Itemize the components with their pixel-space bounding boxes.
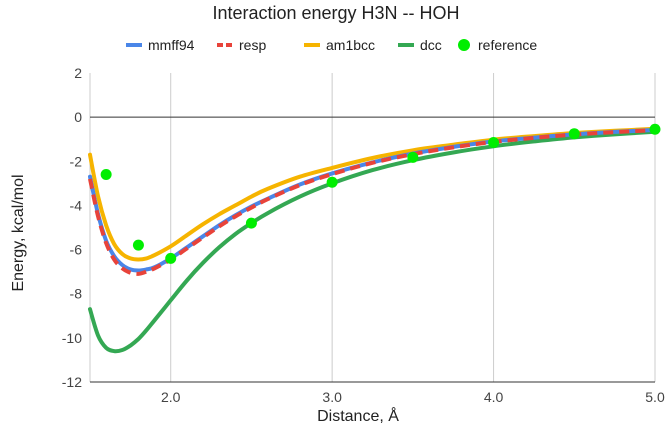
legend-label: resp [239,37,266,53]
x-axis-label: Distance, Å [317,406,399,425]
legend: mmff94 resp am1bcc dcc reference [126,37,537,53]
y-tick-label: -8 [70,286,83,302]
y-tick-label: -12 [62,374,82,390]
x-tick-label: 5.0 [645,389,665,405]
y-tick-label: -10 [62,330,82,346]
reference-point [326,176,338,188]
series-line-am1bcc [88,126,657,262]
reference-point [245,217,257,229]
legend-item-resp: resp [217,37,266,53]
grid [89,73,656,383]
legend-label: dcc [420,37,442,53]
reference-point [132,239,144,251]
x-tick-label: 2.0 [161,389,181,405]
reference-point [407,151,419,163]
x-tick-label: 4.0 [484,389,504,405]
legend-item-reference: reference [458,37,537,53]
y-tick-label: -4 [70,197,83,213]
reference-point [488,137,500,149]
y-tick-label: 0 [74,109,82,125]
reference-point [568,128,580,140]
y-tick-label: 2 [74,65,82,81]
reference-point [100,169,112,181]
legend-label: reference [478,37,537,53]
x-tick-label: 3.0 [322,389,342,405]
y-axis-label: Energy, kcal/mol [10,174,27,291]
reference-point [649,123,661,135]
reference-point [165,252,177,264]
legend-label: mmff94 [148,37,195,53]
legend-label: am1bcc [326,37,375,53]
legend-marker [458,39,470,51]
series-line-mmff94 [88,127,657,273]
y-tick-label: -2 [70,153,83,169]
y-tick-label: -6 [70,242,83,258]
ticks: 2.0 3.0 4.0 5.0 2 0 -2 -4 -6 -8 -10 -12 [62,65,665,405]
legend-item-dcc: dcc [398,37,442,53]
series-group [88,123,661,354]
legend-item-mmff94: mmff94 [126,37,195,53]
series-line-resp [88,128,656,276]
chart-title: Interaction energy H3N -- HOH [212,3,459,23]
legend-item-am1bcc: am1bcc [304,37,375,53]
